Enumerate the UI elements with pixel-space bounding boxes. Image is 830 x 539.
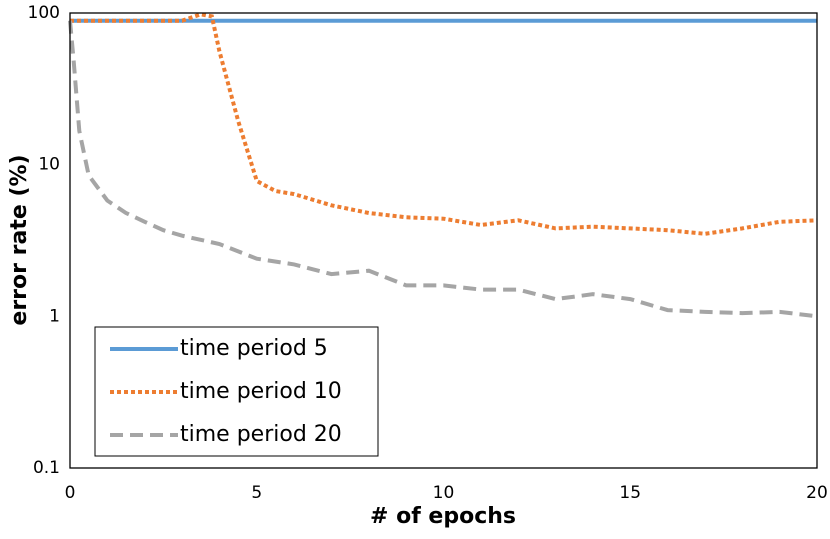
legend-label: time period 5 (180, 336, 328, 361)
legend-label: time period 10 (180, 379, 342, 404)
x-tick-label: 15 (619, 483, 641, 503)
x-tick-label: 5 (251, 483, 262, 503)
y-tick-label: 0.1 (33, 458, 60, 478)
plot-frame (69, 12, 818, 469)
y-tick-label: 10 (38, 155, 60, 175)
y-tick-label: 100 (28, 3, 60, 23)
x-axis-label: # of epochs (370, 504, 516, 529)
x-tick-label: 20 (806, 483, 828, 503)
legend-label: time period 20 (180, 422, 342, 447)
y-tick-label: 1 (49, 306, 60, 326)
x-tick-label: 10 (433, 483, 455, 503)
y-axis-label: error rate (%) (7, 154, 32, 325)
series-line (70, 12, 818, 236)
series-line (68, 20, 818, 319)
x-tick-label: 0 (65, 483, 76, 503)
